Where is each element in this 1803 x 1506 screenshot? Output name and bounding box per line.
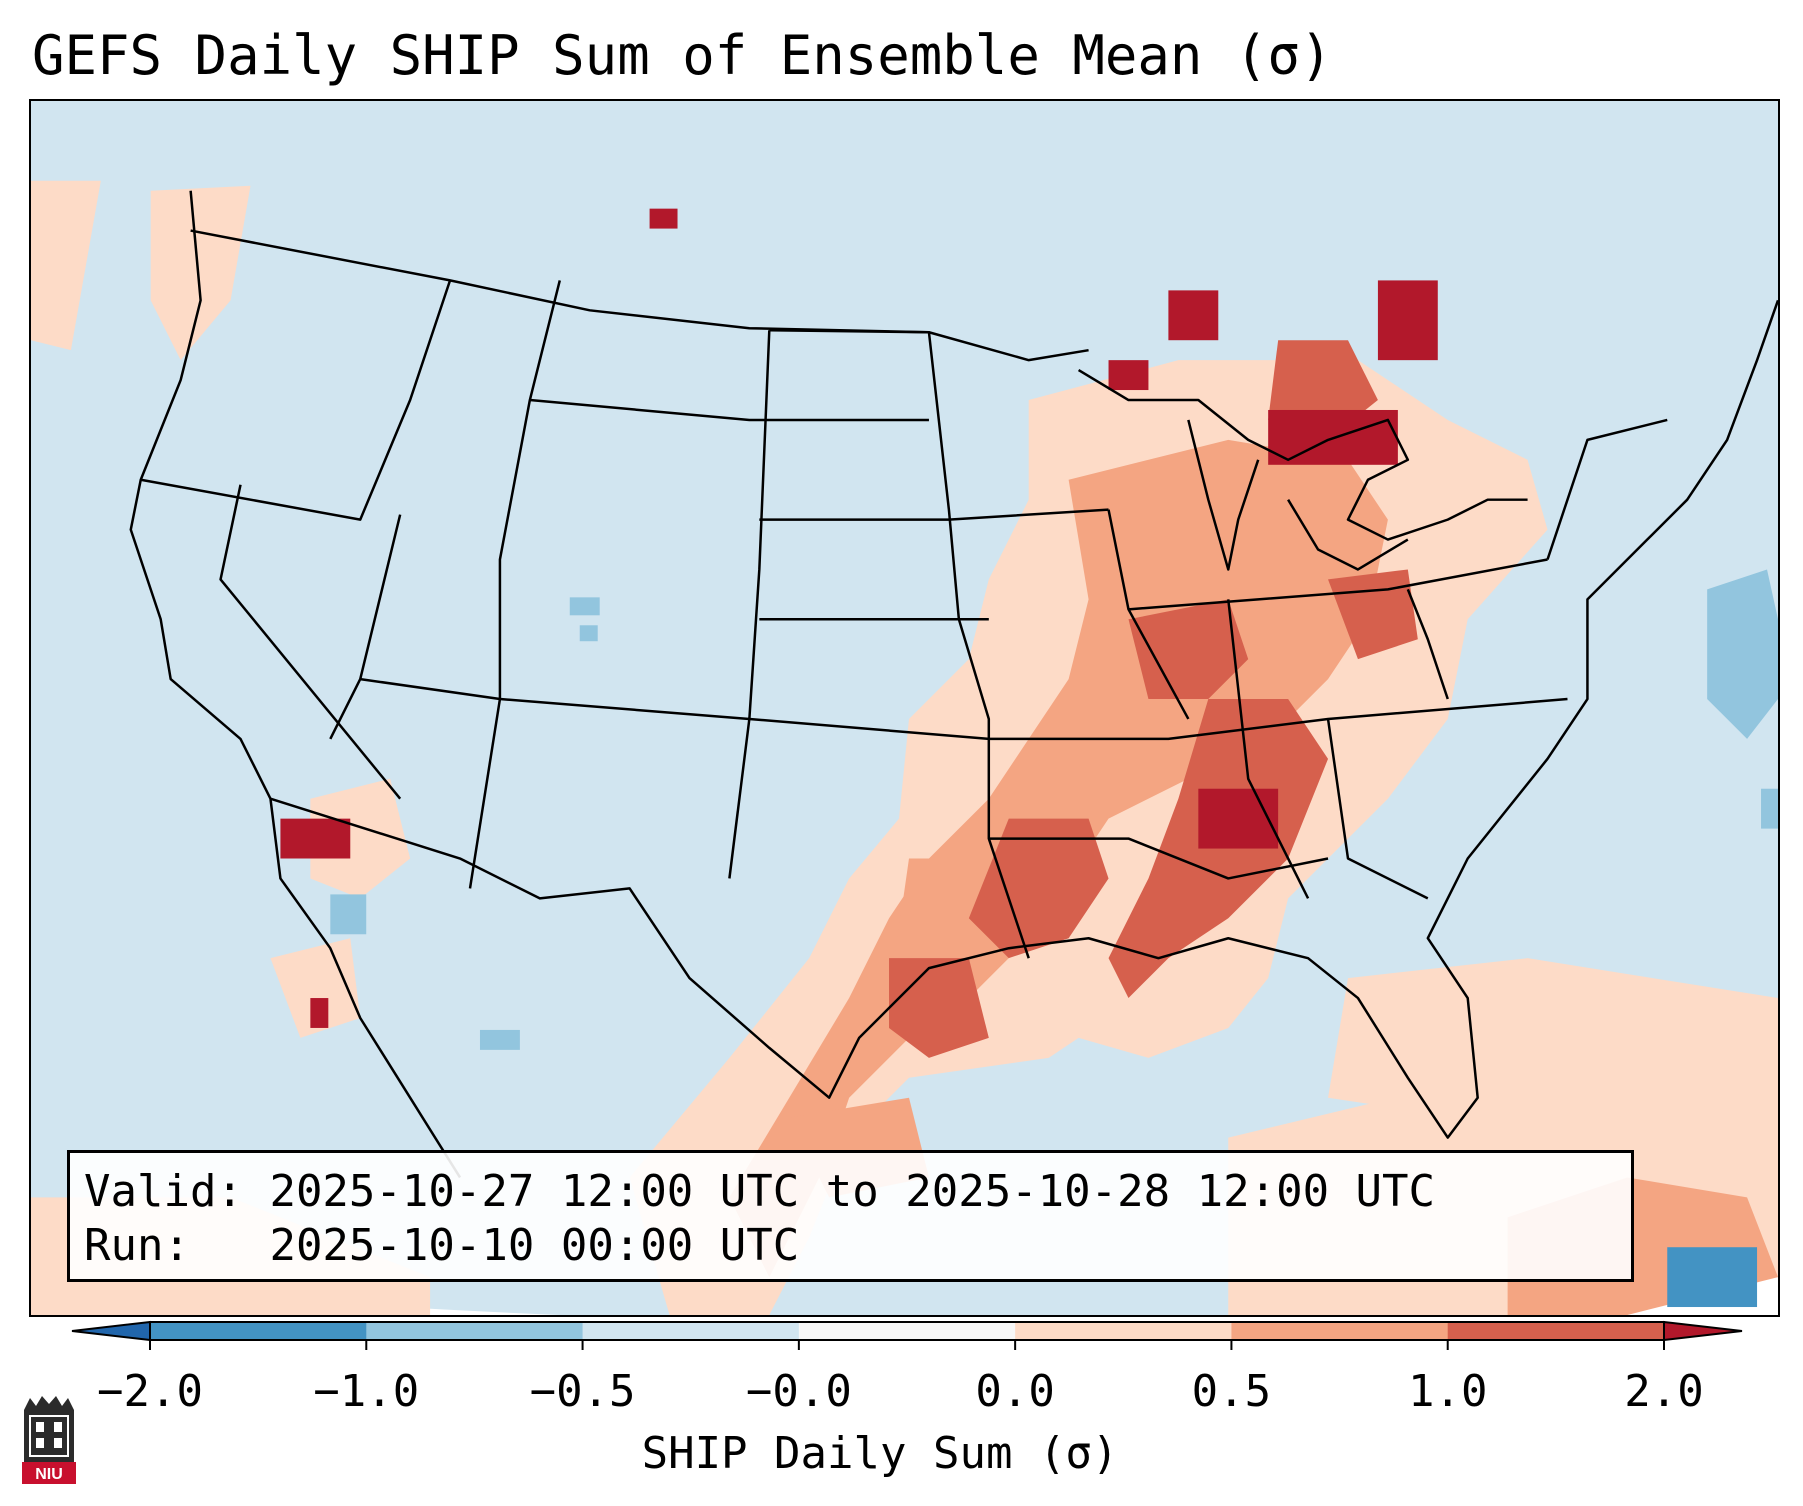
colorbar-extend-high (1663, 1320, 1743, 1342)
svg-text:NIU: NIU (35, 1466, 63, 1483)
niu-tower-icon: NIU (20, 1392, 78, 1486)
colorbar-tick-label: −2.0 (97, 1366, 203, 1417)
colorbar-segment (1231, 1322, 1449, 1340)
colorbar-tick-label: 0.5 (1191, 1366, 1272, 1417)
colorbar-tick-label: 2.0 (1624, 1366, 1704, 1417)
run-label: Run: (84, 1220, 190, 1271)
map-panel (29, 99, 1780, 1317)
colorbar-extend-low (71, 1320, 151, 1342)
run-value: 2025-10-10 00:00 UTC (269, 1220, 800, 1271)
valid-label: Valid: (84, 1166, 243, 1217)
map-title: GEFS Daily SHIP Sum of Ensemble Mean (σ) (32, 24, 1333, 87)
colorbar-segment (1447, 1322, 1665, 1340)
colorbar-tick-label: −0.5 (529, 1366, 636, 1417)
negative-anomaly (330, 569, 1778, 1308)
positive-anomaly-max (280, 208, 1438, 1028)
colorbar-tick-label: −0.0 (745, 1366, 852, 1417)
colorbar-segment (1015, 1322, 1232, 1340)
colorbar-tick-label: 0.0 (975, 1366, 1055, 1417)
colorbar-segment (798, 1322, 1016, 1340)
valid-value: 2025-10-27 12:00 UTC to 2025-10-28 12:00… (269, 1166, 1436, 1217)
info-box: Valid: 2025-10-27 12:00 UTC to 2025-10-2… (67, 1150, 1634, 1282)
colorbar-segment (582, 1322, 800, 1340)
colorbar-outline (149, 1321, 1665, 1341)
colorbar-tick-label: −1.0 (313, 1366, 420, 1417)
colorbar-label: SHIP Daily Sum (σ) (641, 1428, 1119, 1479)
colorbar-tick-label: 1.0 (1407, 1366, 1488, 1417)
anomaly-map (31, 101, 1778, 1315)
colorbar-segment (150, 1322, 367, 1340)
state-boundaries (129, 190, 1778, 1179)
colorbar-segment (366, 1322, 584, 1340)
